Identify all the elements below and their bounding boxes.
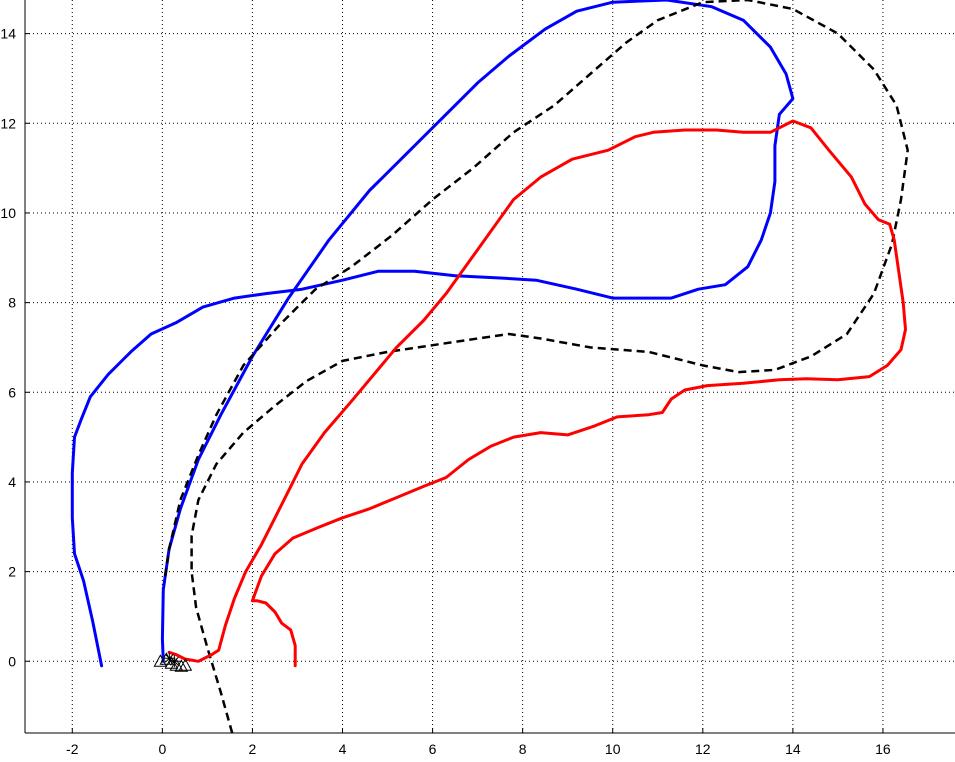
x-tick-label: 2: [249, 741, 257, 757]
start-marker: [153, 654, 168, 667]
series-layer: [70, 0, 909, 734]
x-tick-label: 10: [605, 741, 621, 757]
axes: [24, 0, 955, 734]
start-marker: [168, 655, 181, 668]
y-tick-label: 8: [8, 295, 16, 311]
x-tick-label: -2: [66, 741, 79, 757]
series-line-2: [163, 0, 909, 734]
y-tick-label: 10: [0, 205, 16, 221]
x-tick-label: 14: [785, 741, 801, 757]
series-line-1: [70, 0, 795, 668]
x-tick-label: 16: [875, 741, 891, 757]
tick-labels: -2 0 2 4 6 8 10 12 14 16 0 2 4 6 8 10 12 14: [0, 26, 891, 757]
y-tick-label: 14: [0, 26, 16, 42]
x-tick-label: 0: [158, 741, 166, 757]
start-marker: [178, 658, 193, 671]
start-markers: [153, 652, 193, 672]
y-tick-label: 12: [0, 115, 16, 131]
y-tick-label: 4: [8, 474, 16, 490]
x-tick-label: 12: [695, 741, 711, 757]
x-tick-label: 4: [339, 741, 347, 757]
y-tick-label: 0: [8, 653, 16, 669]
series-line-3: [167, 119, 907, 668]
start-marker: [174, 659, 189, 672]
start-marker: [163, 652, 176, 665]
x-tick-label: 6: [429, 741, 437, 757]
y-tick-label: 6: [8, 384, 16, 400]
grid: [25, 0, 955, 733]
y-tick-label: 2: [8, 564, 16, 580]
x-tick-label: 8: [519, 741, 527, 757]
